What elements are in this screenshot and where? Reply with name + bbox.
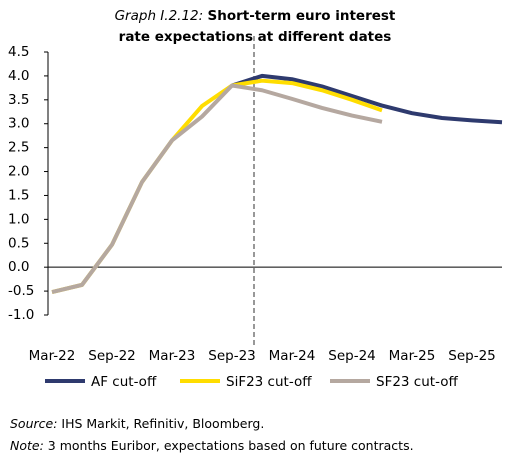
y-tick-label: 2.0 <box>8 164 29 180</box>
y-tick-label: 3.0 <box>8 116 29 132</box>
x-tick-label: Mar-22 <box>29 348 76 364</box>
x-tick-label: Sep-23 <box>208 348 256 364</box>
x-tick-label: Mar-25 <box>389 348 436 364</box>
x-tick-label: Sep-24 <box>328 348 376 364</box>
y-tick-label: -1.0 <box>8 307 34 323</box>
y-tick-label: 1.5 <box>8 187 29 203</box>
x-tick-label: Mar-23 <box>149 348 196 364</box>
y-tick-label: 0.0 <box>8 259 29 275</box>
note-label: Note: <box>10 438 44 453</box>
series-line <box>231 73 503 125</box>
note: Note: 3 months Euribor, expectations bas… <box>10 438 414 453</box>
source-label: Source: <box>10 416 58 431</box>
title-text: Short-term euro interest rate expectatio… <box>118 8 396 45</box>
source-text: IHS Markit, Refinitiv, Bloomberg. <box>61 416 265 431</box>
y-tick-label: 4.0 <box>8 68 29 84</box>
source: Source: IHS Markit, Refinitiv, Bloomberg… <box>10 416 264 431</box>
y-tick-label: 4.5 <box>8 44 29 60</box>
x-tick-label: Mar-24 <box>269 348 316 364</box>
y-tick-label: 2.5 <box>8 140 29 156</box>
x-tick-label: Sep-25 <box>448 348 496 364</box>
title-label: Graph I.2.12: <box>114 8 204 24</box>
y-tick-label: -0.5 <box>8 283 34 299</box>
legend-label: AF cut-off <box>91 374 157 390</box>
legend-label: SF23 cut-off <box>376 374 458 390</box>
y-tick-label: 1.0 <box>8 211 29 227</box>
x-tick-label: Sep-22 <box>88 348 136 364</box>
note-text: 3 months Euribor, expectations based on … <box>47 438 414 453</box>
series-line <box>51 83 383 294</box>
y-tick-label: 3.5 <box>8 92 29 108</box>
chart-title: Graph I.2.12: Short-term euro interest r… <box>100 6 410 48</box>
legend-label: SiF23 cut-off <box>226 374 312 390</box>
y-tick-label: 0.5 <box>8 235 29 251</box>
